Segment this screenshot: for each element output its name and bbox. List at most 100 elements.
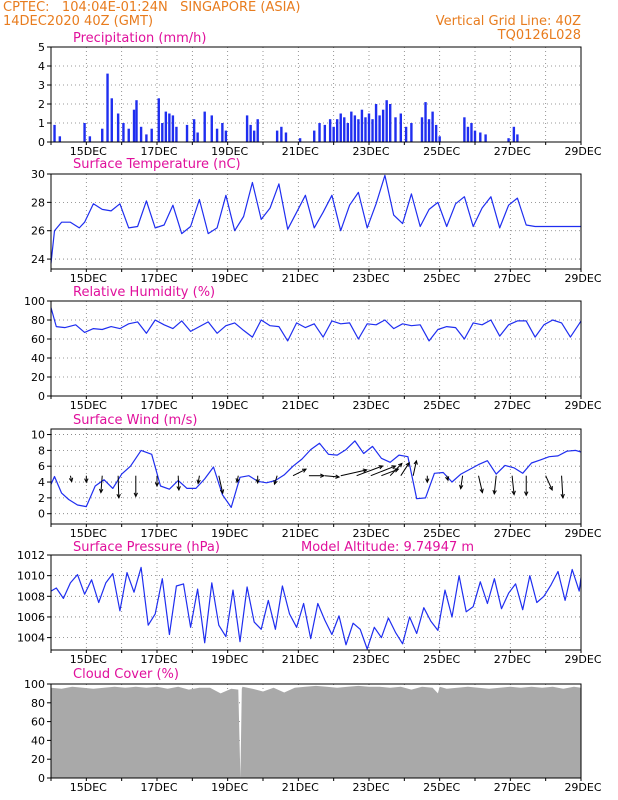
precip-ytick-label: 0 [38, 136, 45, 149]
rh-line [50, 307, 582, 342]
pressure-xtick-label: 27DEC [494, 653, 531, 666]
cloud-ytick-label: 80 [31, 697, 45, 710]
precip-bar [470, 123, 473, 142]
wind-title: Surface Wind (m/s) [73, 413, 197, 428]
precip-bar [192, 119, 196, 142]
precip-bar [507, 138, 510, 142]
wind-arrowhead [335, 474, 341, 479]
precip-bar [53, 124, 56, 142]
wind-vector [400, 462, 410, 476]
precip-bar [313, 130, 316, 142]
cloud-panel: 0 20 40 60 80 100 15DEC 17DEC 19DEC 21DEC 23DEC 25D… [24, 667, 602, 794]
temp-ytick-label: 28 [31, 196, 45, 209]
wind-arrowhead [459, 484, 464, 490]
wind-vector [389, 463, 403, 477]
wind-vector [493, 475, 497, 494]
precip-frame [50, 46, 582, 143]
cloud-xtick-label: 29DEC [564, 781, 601, 794]
precip-bar [484, 134, 487, 142]
precip-xtick-label: 27DEC [494, 145, 531, 158]
precip-xtick-label: 17DEC [140, 145, 177, 158]
pressure-title: Surface Pressure (hPa) [73, 540, 220, 555]
precip-bar [196, 132, 199, 142]
precip-bar [394, 117, 397, 142]
precip-bar [410, 123, 413, 142]
temp-xtick-label: 21DEC [282, 272, 319, 285]
wind-xtick-label: 19DEC [211, 527, 248, 540]
precip-panel: 0 1 2 3 4 5 15DEC 17DEC 19DEC 21DEC 23DEC 25DEC 27DE… [38, 31, 602, 158]
cloud-frame [50, 683, 582, 779]
precip-bar [127, 128, 130, 142]
wind-arrowhead [320, 473, 326, 478]
precip-ytick-label: 3 [38, 79, 45, 92]
precip-xtick-label: 29DEC [564, 145, 601, 158]
wind-vector [545, 475, 553, 491]
precip-bar [210, 115, 213, 142]
pressure-line [50, 566, 582, 650]
precip-bar [318, 123, 321, 142]
wind-arrowhead [492, 489, 497, 496]
pressure-xtick-label: 19DEC [211, 653, 248, 666]
cloud-ytick-label: 20 [31, 753, 45, 766]
precip-bar [360, 109, 364, 142]
pressure-panel: 1004 1006 1008 1010 1012 15DEC 17DEC 19DEC 21DEC… [17, 540, 602, 666]
pressure-xtick-label: 17DEC [140, 653, 177, 666]
rh-xtick-label: 29DEC [564, 399, 601, 412]
wind-xtick-label: 27DEC [494, 527, 531, 540]
wind-arrowhead [154, 482, 160, 488]
wind-arrowhead [362, 468, 368, 473]
pressure-xtick-label: 25DEC [423, 653, 460, 666]
wind-vector [218, 475, 224, 494]
pressure-ytick-label: 1012 [17, 549, 45, 562]
cloud-area [51, 685, 581, 778]
temp-ytick-label: 30 [31, 168, 45, 181]
precip-bar [466, 126, 470, 142]
rh-ytick-label: 0 [38, 390, 45, 403]
rh-ytick-label: 80 [31, 314, 45, 327]
wind-arrowhead [524, 491, 529, 497]
wind-arrowhead [116, 493, 121, 499]
pressure-ytick-label: 1008 [17, 590, 45, 603]
wind-arrowhead [560, 493, 565, 499]
precip-bar [463, 117, 466, 142]
temp-line [50, 174, 581, 264]
rh-panel: 0 20 40 60 80 100 15DEC 17DEC 19DEC 21DEC 23DEC 25D… [24, 285, 602, 412]
wind-vector [177, 475, 180, 491]
precip-bar [378, 115, 381, 142]
wind-ytick-label: 6 [38, 460, 45, 473]
wind-arrowhead [176, 486, 181, 492]
precip-bar [357, 119, 360, 142]
cloud-xtick-label: 15DEC [70, 781, 107, 794]
wind-ytick-label: 8 [38, 444, 45, 457]
precip-bar [298, 138, 302, 142]
precip-bar [389, 104, 392, 142]
precip-bar [332, 126, 335, 142]
precip-bar [101, 128, 104, 142]
header-date: 14DEC2020 40Z (GMT) [3, 14, 154, 29]
wind-arrowhead [133, 492, 138, 498]
wind-arrowhead [413, 459, 418, 465]
cloud-xtick-label: 21DEC [282, 781, 319, 794]
cloud-xtick-label: 17DEC [140, 781, 177, 794]
precip-bar [434, 124, 438, 142]
precip-bar [132, 109, 136, 142]
precip-bar [364, 117, 367, 142]
temp-ytick-label: 24 [31, 253, 45, 266]
wind-line [50, 440, 582, 508]
cloud-xtick-label: 19DEC [211, 781, 248, 794]
pressure-ytick-label: 1004 [17, 632, 45, 645]
rh-xtick-label: 25DEC [423, 399, 460, 412]
pressure-xtick-label: 21DEC [282, 653, 319, 666]
pressure-ytick-label: 1006 [17, 611, 45, 624]
wind-arrowhead [99, 488, 104, 494]
pressure-xtick-label: 15DEC [70, 653, 107, 666]
temp-xtick-label: 23DEC [352, 272, 389, 285]
precip-bar [145, 134, 148, 142]
precip-bar [252, 130, 256, 142]
wind-arrowhead [301, 468, 308, 473]
wind-vector [324, 475, 340, 478]
wind-frame [50, 428, 582, 525]
wind-arrowhead [479, 488, 484, 494]
wind-arrowhead [398, 462, 403, 468]
